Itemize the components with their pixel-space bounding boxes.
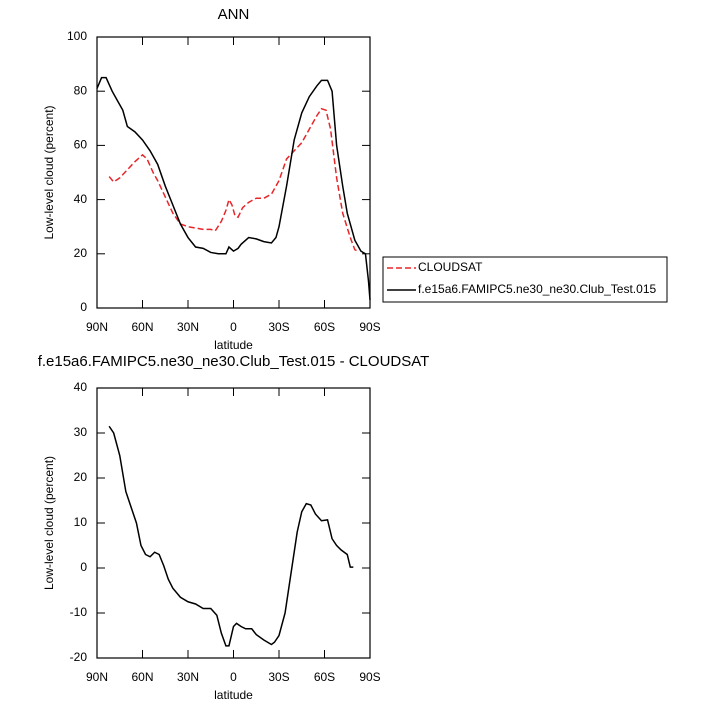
data-line: [108, 425, 354, 647]
x-tick-label: 60N: [131, 670, 153, 684]
x-tick-label: 60S: [314, 320, 335, 334]
y-tick-label: -10: [70, 605, 88, 619]
x-tick-label: 90S: [359, 670, 380, 684]
y-tick-label: 30: [74, 425, 88, 439]
y-tick-label: 40: [74, 380, 88, 394]
plot-frame: [96, 387, 371, 659]
chart-title: f.e15a6.FAMIPC5.ne30_ne30.Club_Test.015 …: [38, 353, 430, 370]
legend: CLOUDSAT f.e15a6.FAMIPC5.ne30_ne30.Club_T…: [382, 256, 668, 303]
x-axis-label: latitude: [214, 688, 253, 702]
y-tick-label: 0: [80, 300, 87, 314]
x-tick-label: 90N: [86, 670, 108, 684]
x-tick-label: 30S: [268, 320, 289, 334]
x-tick-label: 30S: [268, 670, 289, 684]
x-tick-label: 60N: [131, 320, 153, 334]
legend-box: [382, 256, 668, 303]
data-line: [108, 107, 359, 252]
x-tick-label: 90S: [359, 320, 380, 334]
plot-frame: [96, 36, 371, 309]
x-axis-label: latitude: [214, 338, 253, 352]
legend-label: CLOUDSAT: [418, 260, 483, 274]
y-tick-label: 100: [67, 29, 87, 43]
x-tick-label: 0: [230, 320, 237, 334]
y-tick-label: 60: [74, 138, 88, 152]
y-tick-label: 80: [74, 83, 88, 97]
y-axis-label: Low-level cloud (percent): [42, 456, 56, 590]
x-tick-label: 30N: [177, 670, 199, 684]
x-tick-label: 90N: [86, 320, 108, 334]
y-tick-label: 20: [74, 470, 88, 484]
legend-label: f.e15a6.FAMIPC5.ne30_ne30.Club_Test.015: [418, 282, 656, 296]
y-tick-label: 0: [80, 560, 87, 574]
y-axis-label: Low-level cloud (percent): [42, 105, 56, 239]
x-tick-label: 0: [230, 670, 237, 684]
y-tick-label: 20: [74, 246, 88, 260]
y-tick-label: -20: [70, 650, 88, 664]
data-line: [96, 76, 371, 300]
chart-title: ANN: [218, 6, 250, 23]
x-tick-label: 30N: [177, 320, 199, 334]
y-tick-label: 40: [74, 192, 88, 206]
y-tick-label: 10: [74, 515, 88, 529]
x-tick-label: 60S: [314, 670, 335, 684]
